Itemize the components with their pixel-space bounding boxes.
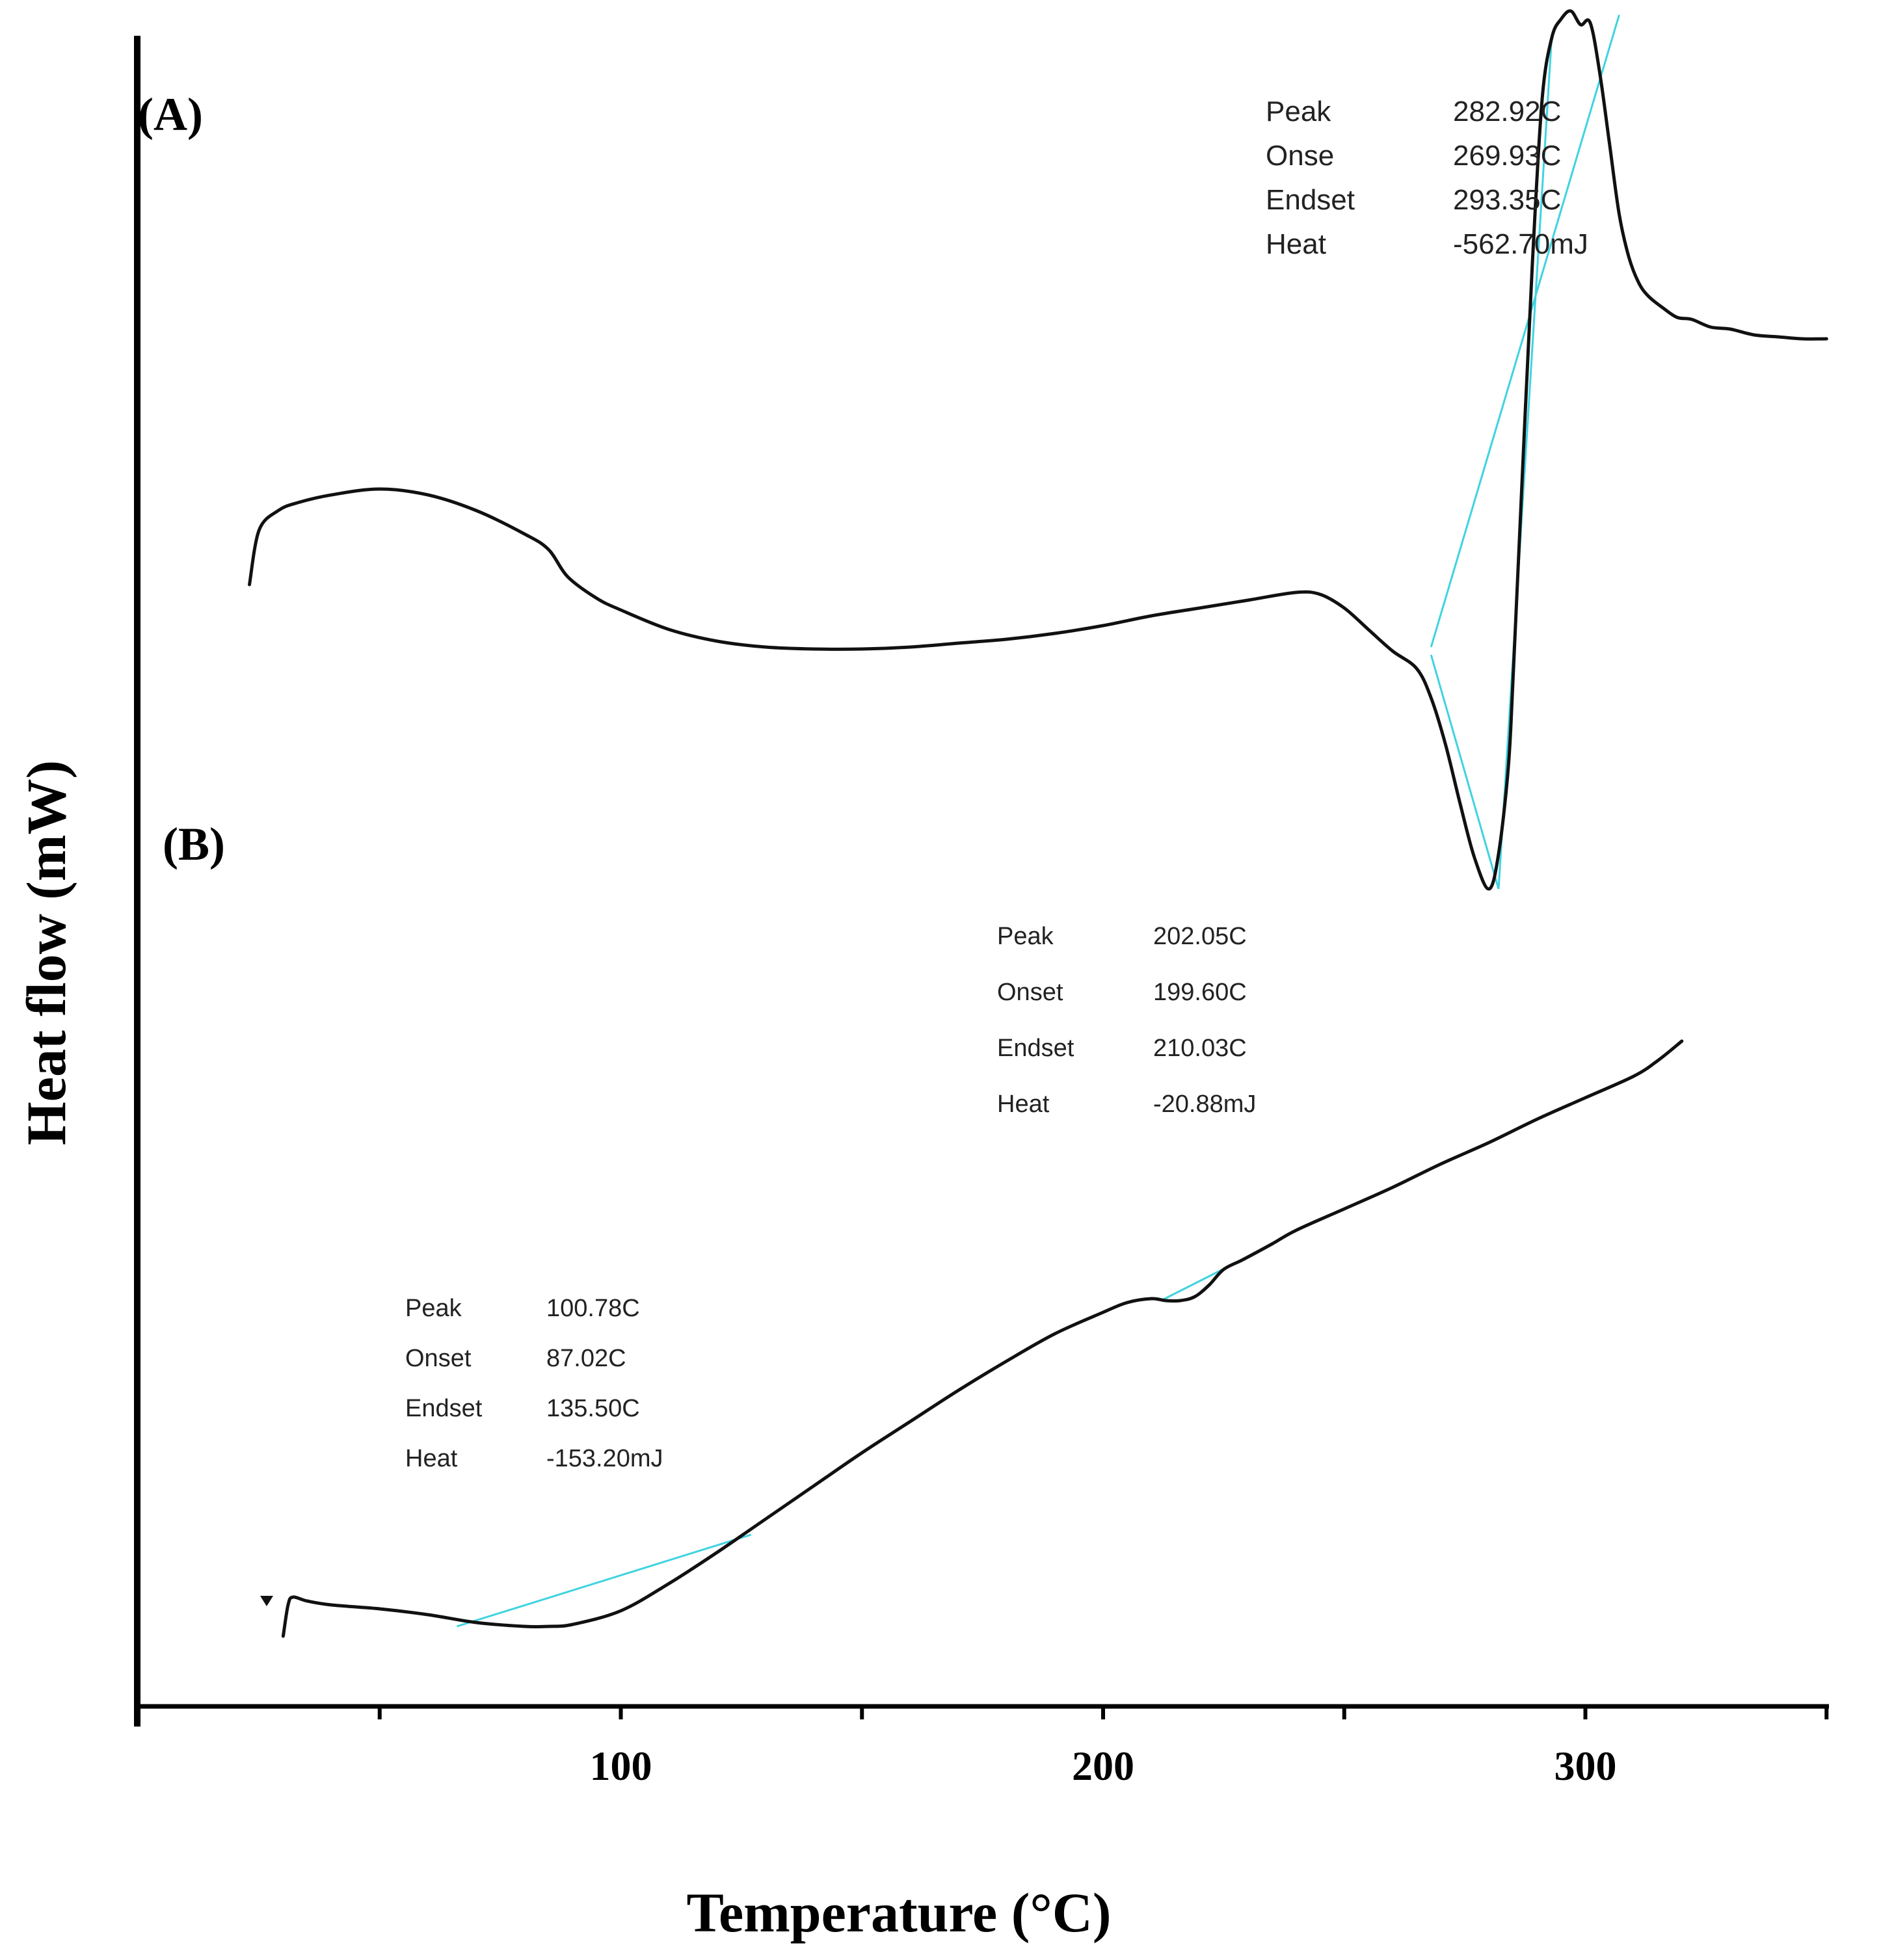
annotation-b-lower: Peak 100.78C Onset 87.02C Endset 135.50C… (405, 1295, 663, 1472)
annotation-a-endset-value: 293.35C (1453, 184, 1561, 216)
annotation-b2-peak-label: Peak (405, 1295, 462, 1322)
x-tick-label-200: 200 (1072, 1743, 1134, 1789)
annotation-a-onset-value: 269.93C (1453, 140, 1561, 172)
annotation-a: Peak 282.92C Onse 269.93C Endset 293.35C… (1266, 96, 1588, 260)
annotation-a-heat-label: Heat (1266, 228, 1326, 260)
tangent-line-a-onset (1430, 654, 1500, 890)
x-tick-label-100: 100 (590, 1743, 652, 1789)
annotation-b1-endset-value: 210.03C (1153, 1035, 1247, 1062)
baseline-fit-lines (456, 14, 1620, 1628)
x-axis-title: Temperature (°C) (687, 1881, 1112, 1944)
x-tick-marks (137, 1706, 1829, 1719)
baseline-fit-line-1 (456, 1533, 752, 1628)
annotation-a-peak-label: Peak (1266, 96, 1331, 127)
tangent-line-a-endset (1497, 38, 1553, 890)
annotation-b2-heat-value: -153.20mJ (546, 1445, 663, 1472)
panel-label-a: (A) (138, 88, 203, 140)
baseline-fit-line-0 (1430, 14, 1620, 648)
annotation-b1-peak-label: Peak (997, 923, 1054, 950)
annotation-b1-onset-value: 199.60C (1153, 979, 1247, 1006)
annotation-a-onset-label: Onse (1266, 140, 1334, 172)
annotation-b2-endset-label: Endset (405, 1395, 483, 1422)
annotation-b2-endset-value: 135.50C (546, 1395, 640, 1422)
annotation-b2-peak-value: 100.78C (546, 1295, 640, 1322)
annotation-b-upper: Peak 202.05C Onset 199.60C Endset 210.03… (997, 923, 1256, 1118)
x-tick-label-300: 300 (1554, 1743, 1617, 1789)
series-b-start-marker (260, 1596, 273, 1606)
annotation-b2-onset-value: 87.02C (546, 1345, 626, 1372)
annotation-b2-heat-label: Heat (405, 1445, 458, 1472)
panel-label-b: (B) (163, 818, 225, 870)
y-axis-title: Heat flow (mW) (15, 760, 77, 1145)
annotation-b2-onset-label: Onset (405, 1345, 472, 1372)
annotation-b1-heat-label: Heat (997, 1091, 1050, 1118)
annotation-a-endset-label: Endset (1266, 184, 1355, 216)
annotation-b1-heat-value: -20.88mJ (1153, 1091, 1256, 1118)
annotation-a-peak-value: 282.92C (1453, 96, 1561, 127)
annotation-b1-endset-label: Endset (997, 1035, 1074, 1062)
series-a-curve (248, 9, 1828, 891)
annotation-a-heat-value: -562.70mJ (1453, 228, 1588, 260)
x-tick-labels: 100 200 300 (590, 1743, 1617, 1789)
series-b-curve (281, 1039, 1684, 1638)
annotation-b1-onset-label: Onset (997, 979, 1063, 1006)
annotation-b1-peak-value: 202.05C (1153, 923, 1247, 950)
